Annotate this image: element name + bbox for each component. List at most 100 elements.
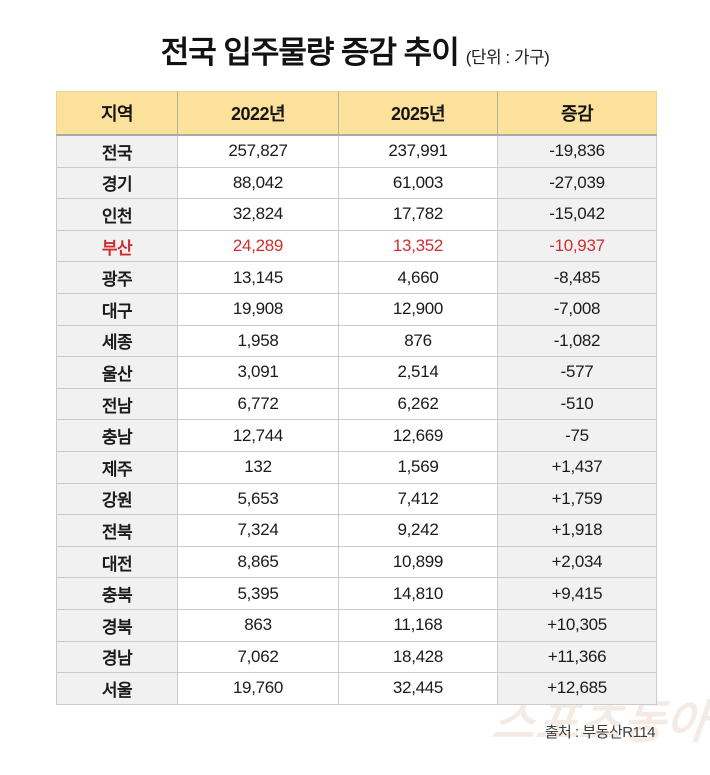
- table-row: 대구 19,908 12,900 -7,008: [56, 292, 657, 326]
- value-2022-cell: 132: [177, 450, 339, 484]
- value-2022-cell: 863: [177, 608, 339, 642]
- table-row: 세종 1,958 876 -1,082: [56, 324, 657, 358]
- region-cell: 서울: [56, 672, 178, 705]
- table-row: 경기 88,042 61,003 -27,039: [56, 166, 657, 200]
- value-2022-cell: 19,760: [177, 672, 339, 705]
- change-cell: -15,042: [497, 198, 657, 231]
- region-cell: 인천: [56, 198, 178, 231]
- value-2022-cell: 8,865: [177, 545, 339, 579]
- column-header-region: 지역: [56, 91, 178, 136]
- change-cell: +2,034: [497, 545, 657, 579]
- value-2025-cell: 2,514: [338, 356, 498, 389]
- region-cell: 부산: [56, 229, 178, 263]
- table-row: 전국 257,827 237,991 -19,836: [56, 134, 657, 168]
- change-cell: +9,415: [497, 577, 657, 610]
- value-2025-cell: 237,991: [338, 134, 498, 168]
- value-2022-cell: 19,908: [177, 292, 339, 326]
- value-2025-cell: 10,899: [338, 545, 498, 579]
- value-2025-cell: 61,003: [338, 166, 498, 200]
- value-2025-cell: 13,352: [338, 229, 498, 263]
- page-title: 전국 입주물량 증감 추이: [160, 35, 460, 70]
- table-row: 광주 13,145 4,660 -8,485: [56, 261, 657, 294]
- table-row: 강원 5,653 7,412 +1,759: [56, 482, 657, 516]
- table-row: 충남 12,744 12,669 -75: [56, 419, 657, 452]
- region-cell: 대전: [56, 545, 178, 579]
- region-cell: 세종: [56, 324, 178, 358]
- change-cell: +1,759: [497, 482, 657, 516]
- change-cell: -510: [497, 387, 657, 421]
- table-row: 충북 5,395 14,810 +9,415: [56, 577, 657, 610]
- value-2025-cell: 17,782: [338, 198, 498, 231]
- change-cell: +1,918: [497, 514, 657, 547]
- value-2025-cell: 4,660: [338, 261, 498, 294]
- value-2025-cell: 12,669: [338, 419, 498, 452]
- change-cell: -27,039: [497, 166, 657, 200]
- region-cell: 충남: [56, 419, 178, 452]
- value-2025-cell: 9,242: [338, 514, 498, 547]
- value-2022-cell: 5,395: [177, 577, 339, 610]
- title-block: 전국 입주물량 증감 추이 (단위 : 가구): [0, 27, 710, 72]
- region-cell: 울산: [56, 356, 178, 389]
- change-cell: -577: [497, 356, 657, 389]
- value-2025-cell: 7,412: [338, 482, 498, 516]
- value-2022-cell: 257,827: [177, 134, 339, 168]
- value-2025-cell: 12,900: [338, 292, 498, 326]
- value-2022-cell: 3,091: [177, 356, 339, 389]
- region-cell: 전국: [56, 134, 178, 168]
- table-row: 인천 32,824 17,782 -15,042: [56, 198, 657, 231]
- value-2022-cell: 12,744: [177, 419, 339, 452]
- value-2022-cell: 1,958: [177, 324, 339, 358]
- region-cell: 전남: [56, 387, 178, 421]
- change-cell: +12,685: [497, 672, 657, 705]
- header-row: 지역 2022년 2025년 증감: [56, 91, 657, 136]
- value-2022-cell: 32,824: [177, 198, 339, 231]
- value-2022-cell: 24,289: [177, 229, 339, 263]
- region-cell: 강원: [56, 482, 178, 516]
- change-cell: +1,437: [497, 450, 657, 484]
- source-label: 출처 : 부동산R114: [544, 724, 656, 741]
- change-cell: +10,305: [497, 608, 657, 642]
- table-row: 경북 863 11,168 +10,305: [56, 608, 657, 642]
- table-row: 전남 6,772 6,262 -510: [56, 387, 657, 421]
- region-cell: 경북: [56, 608, 178, 642]
- region-cell: 충북: [56, 577, 178, 610]
- change-cell: -8,485: [497, 261, 657, 294]
- value-2025-cell: 11,168: [338, 608, 498, 642]
- unit-label: (단위 : 가구): [465, 48, 550, 67]
- value-2025-cell: 32,445: [338, 672, 498, 705]
- value-2025-cell: 6,262: [338, 387, 498, 421]
- value-2025-cell: 876: [338, 324, 498, 358]
- table-row: 경남 7,062 18,428 +11,366: [56, 640, 657, 674]
- column-header-2025: 2025년: [338, 91, 498, 136]
- table-row: 대전 8,865 10,899 +2,034: [56, 545, 657, 579]
- value-2025-cell: 18,428: [338, 640, 498, 674]
- change-cell: -10,937: [497, 229, 657, 263]
- region-cell: 제주: [56, 450, 178, 484]
- value-2025-cell: 14,810: [338, 577, 498, 610]
- region-cell: 경기: [56, 166, 178, 200]
- value-2025-cell: 1,569: [338, 450, 498, 484]
- change-cell: -19,836: [497, 134, 657, 168]
- change-cell: -1,082: [497, 324, 657, 358]
- region-cell: 경남: [56, 640, 178, 674]
- value-2022-cell: 13,145: [177, 261, 339, 294]
- value-2022-cell: 6,772: [177, 387, 339, 421]
- change-cell: -75: [497, 419, 657, 452]
- table-row: 부산 24,289 13,352 -10,937: [56, 229, 657, 263]
- value-2022-cell: 7,062: [177, 640, 339, 674]
- table-row: 서울 19,760 32,445 +12,685: [56, 672, 657, 705]
- data-table: 지역 2022년 2025년 증감 전국 257,827 237,991 -19…: [56, 91, 657, 705]
- region-cell: 전북: [56, 514, 178, 547]
- region-cell: 대구: [56, 292, 178, 326]
- table-row: 울산 3,091 2,514 -577: [56, 356, 657, 389]
- table-row: 제주 132 1,569 +1,437: [56, 450, 657, 484]
- change-cell: +11,366: [497, 640, 657, 674]
- column-header-2022: 2022년: [177, 91, 339, 136]
- change-cell: -7,008: [497, 292, 657, 326]
- value-2022-cell: 5,653: [177, 482, 339, 516]
- value-2022-cell: 7,324: [177, 514, 339, 547]
- column-header-change: 증감: [497, 91, 657, 136]
- region-cell: 광주: [56, 261, 178, 294]
- table-row: 전북 7,324 9,242 +1,918: [56, 514, 657, 547]
